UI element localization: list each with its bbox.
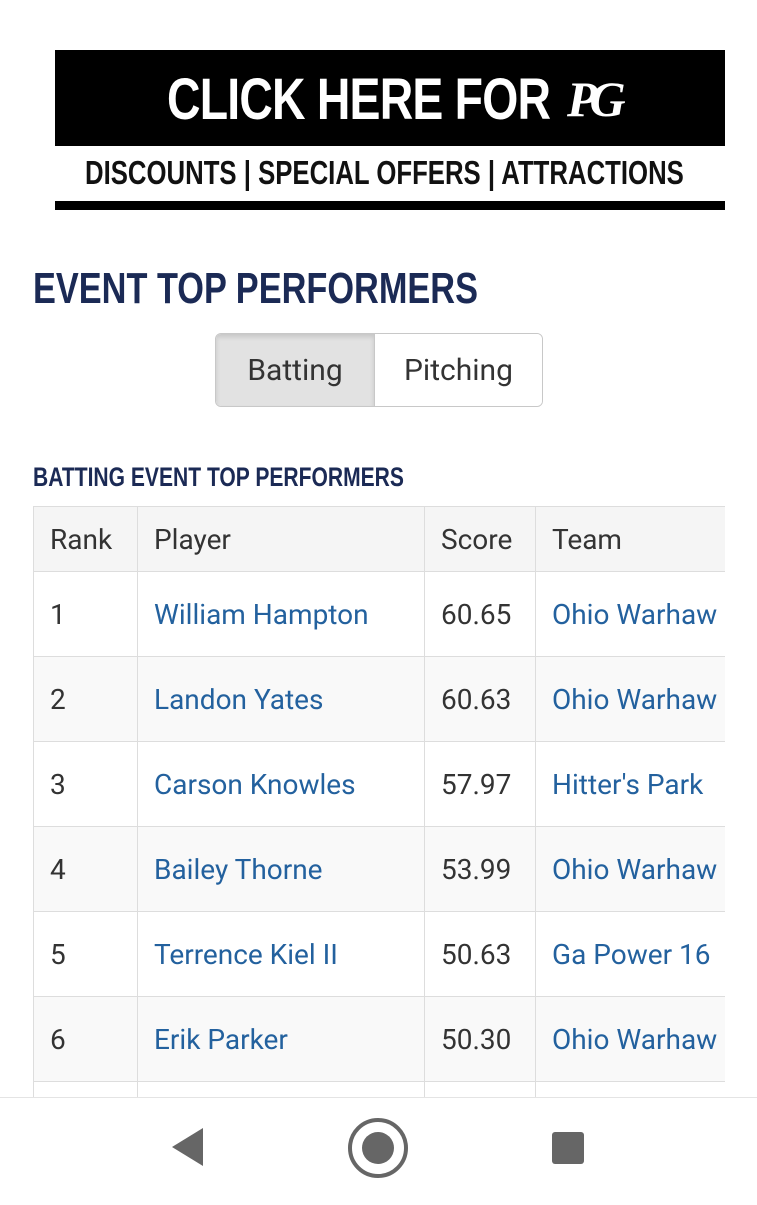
table-cell bbox=[33, 1081, 138, 1097]
nav-icons bbox=[172, 1118, 584, 1178]
player-link[interactable]: Landon Yates bbox=[154, 682, 324, 716]
home-dot bbox=[362, 1132, 394, 1164]
table-row: 6 Erik Parker 50.30 Ohio Warhaw bbox=[33, 996, 725, 1082]
home-button[interactable] bbox=[348, 1118, 408, 1178]
table-row: 4 Bailey Thorne 53.99 Ohio Warhaw bbox=[33, 826, 725, 912]
table-heading: BATTING EVENT TOP PERFORMERS bbox=[33, 462, 404, 492]
table-body: 1 William Hampton 60.65 Ohio Warhaw 2 Landon … bbox=[33, 571, 725, 1097]
banner-headline: CLICK HERE FOR bbox=[167, 67, 551, 132]
table-cell: Ohio Warhaw bbox=[535, 996, 725, 1082]
team-link[interactable]: Ohio Warhaw bbox=[552, 1022, 718, 1056]
team-link[interactable]: Ohio Warhaw bbox=[552, 852, 718, 886]
tab[interactable]: Pitching bbox=[375, 334, 542, 406]
team-link[interactable]: Ohio Warhaw bbox=[552, 597, 718, 631]
table-cell: Terrence Kiel II bbox=[137, 911, 425, 997]
table-cell: Ohio Warhaw bbox=[535, 826, 725, 912]
team-link[interactable]: Ga Power 16 bbox=[552, 937, 711, 971]
table-cell: 60.63 bbox=[424, 656, 536, 742]
table-cell: 6 bbox=[33, 996, 138, 1082]
player-link[interactable]: Carson Knowles bbox=[154, 767, 356, 801]
player-link[interactable]: William Hampton bbox=[154, 597, 369, 631]
table-cell: 50.63 bbox=[424, 911, 536, 997]
column-header: Player bbox=[137, 506, 425, 572]
table-row: 2 Landon Yates 60.63 Ohio Warhaw bbox=[33, 656, 725, 742]
performers-table: Rank Player Score Team 1 William Hampton 60.6… bbox=[33, 506, 725, 1097]
table-cell: 3 bbox=[33, 741, 138, 827]
table-cell: Landon Yates bbox=[137, 656, 425, 742]
table-cell: Carson Knowles bbox=[137, 741, 425, 827]
table-cell: 2 bbox=[33, 656, 138, 742]
table-row: 3 Carson Knowles 57.97 Hitter's Park bbox=[33, 741, 725, 827]
table-cell: 53.99 bbox=[424, 826, 536, 912]
table-cell: 4 bbox=[33, 826, 138, 912]
back-button[interactable] bbox=[172, 1128, 203, 1166]
table-row: 5 Terrence Kiel II 50.63 Ga Power 16 bbox=[33, 911, 725, 997]
table-cell: 57.97 bbox=[424, 741, 536, 827]
section-heading: EVENT TOP PERFORMERS bbox=[33, 264, 478, 313]
table-row: 1 William Hampton 60.65 Ohio Warhaw bbox=[33, 571, 725, 657]
table-cell: Ohio Warhaw bbox=[535, 656, 725, 742]
table-container: Rank Player Score Team 1 William Hampton 60.6… bbox=[33, 506, 725, 1097]
table-cell bbox=[424, 1081, 536, 1097]
table-cell: 60.65 bbox=[424, 571, 536, 657]
column-header: Rank bbox=[33, 506, 138, 572]
table-cell: Erik Parker bbox=[137, 996, 425, 1082]
header-row: Rank Player Score Team bbox=[33, 506, 725, 572]
column-header: Team bbox=[535, 506, 725, 572]
system-nav-bar bbox=[0, 1097, 757, 1201]
tab-group: Batting Pitching bbox=[215, 333, 543, 407]
team-link[interactable]: Hitter's Park bbox=[552, 767, 704, 801]
recents-button[interactable] bbox=[552, 1132, 584, 1164]
banner-bar bbox=[55, 201, 725, 210]
table-cell: Hitter's Park bbox=[535, 741, 725, 827]
table-cell: 5 bbox=[33, 911, 138, 997]
banner-tagline: DISCOUNTS | SPECIAL OFFERS | ATTRACTIONS bbox=[85, 154, 684, 191]
table-cell bbox=[535, 1081, 725, 1097]
table-cell: 1 bbox=[33, 571, 138, 657]
player-link[interactable]: Bailey Thorne bbox=[154, 852, 323, 886]
table-cell: William Hampton bbox=[137, 571, 425, 657]
banner-logo: PG bbox=[567, 71, 626, 127]
table-cell: Bailey Thorne bbox=[137, 826, 425, 912]
table-cell: Ga Power 16 bbox=[535, 911, 725, 997]
table-cell: 50.30 bbox=[424, 996, 536, 1082]
promo-banner[interactable]: CLICK HERE FOR PG DISCOUNTS | SPECIAL OF… bbox=[55, 50, 725, 210]
table-cell: Ohio Warhaw bbox=[535, 571, 725, 657]
column-header: Score bbox=[424, 506, 536, 572]
tab[interactable]: Batting bbox=[216, 334, 375, 406]
banner-top bbox=[55, 50, 725, 146]
table-row bbox=[33, 1081, 725, 1097]
player-link[interactable]: Terrence Kiel II bbox=[154, 937, 338, 971]
table-cell bbox=[137, 1081, 425, 1097]
team-link[interactable]: Ohio Warhaw bbox=[552, 682, 718, 716]
player-link[interactable]: Erik Parker bbox=[154, 1022, 288, 1056]
